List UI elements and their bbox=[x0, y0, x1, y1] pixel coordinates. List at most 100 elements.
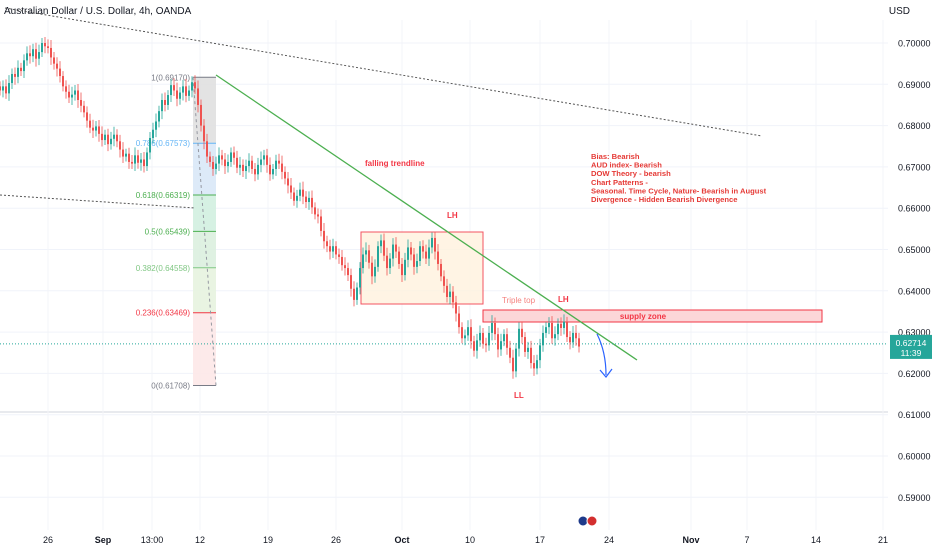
fib-zone bbox=[193, 195, 216, 232]
candle-body bbox=[431, 237, 433, 248]
candle-body bbox=[404, 259, 406, 276]
x-tick-label: 12 bbox=[195, 535, 205, 545]
trendlines[interactable] bbox=[0, 7, 888, 361]
y-tick-label: 0.69000 bbox=[898, 80, 931, 90]
time-axis[interactable]: 26 Sep 13:00 12 19 26 Oct 10 17 24 Nov 7 14 21 bbox=[43, 515, 888, 545]
candle-body bbox=[485, 343, 487, 346]
fib-level-label: 1(0.69170) bbox=[151, 73, 190, 82]
last-price-badge[interactable] bbox=[890, 334, 932, 359]
candle-body bbox=[479, 332, 481, 341]
price-axis[interactable]: 0.70000 0.69000 0.68000 0.67000 0.66000 0.650… bbox=[890, 39, 932, 503]
candle-body bbox=[44, 43, 46, 47]
candle-body bbox=[500, 341, 502, 350]
candle-body bbox=[209, 156, 211, 162]
candle-body bbox=[269, 164, 271, 175]
candle-body bbox=[518, 328, 520, 349]
candle-body bbox=[470, 327, 472, 342]
fib-zone bbox=[193, 312, 216, 386]
candle-body bbox=[302, 189, 304, 197]
chart-annotations: falling trendline LH LH LL Triple top Bias: B… bbox=[365, 152, 767, 400]
candle-body bbox=[536, 360, 538, 369]
fib-zone bbox=[193, 143, 216, 196]
candle-body bbox=[524, 337, 526, 352]
us-flag-icon[interactable] bbox=[586, 515, 598, 527]
y-tick-label: 0.59000 bbox=[898, 493, 931, 503]
x-tick-label: 10 bbox=[465, 535, 475, 545]
candle-body bbox=[386, 255, 388, 269]
candle-body bbox=[428, 247, 430, 259]
candle-body bbox=[509, 347, 511, 358]
candle-body bbox=[41, 43, 43, 53]
x-tick-label: 21 bbox=[878, 535, 888, 545]
candle-body bbox=[74, 90, 76, 95]
y-tick-label: 0.63000 bbox=[898, 328, 931, 338]
candle-body bbox=[122, 149, 124, 157]
y-tick-label: 0.68000 bbox=[898, 121, 931, 131]
candle-body bbox=[2, 86, 4, 91]
candle-body bbox=[47, 46, 49, 48]
candle-body bbox=[77, 90, 79, 100]
candle-body bbox=[113, 134, 115, 139]
candle-body bbox=[128, 153, 130, 162]
candle-body bbox=[0, 86, 1, 91]
candle-body bbox=[371, 262, 373, 277]
candle-body bbox=[347, 268, 349, 276]
candle-body bbox=[362, 254, 364, 269]
candle-body bbox=[215, 163, 217, 169]
projection-arrow-head bbox=[599, 368, 613, 378]
candle-body bbox=[260, 159, 262, 165]
last-price-value: 0.62714 bbox=[896, 338, 927, 348]
candle-body bbox=[65, 86, 67, 92]
y-tick-label: 0.61000 bbox=[898, 410, 931, 420]
y-tick-label: 0.62000 bbox=[898, 369, 931, 379]
candle-body bbox=[344, 265, 346, 269]
candle-body bbox=[170, 85, 172, 96]
candlesticks bbox=[0, 37, 580, 379]
candle-body bbox=[290, 185, 292, 193]
candle-body bbox=[542, 332, 544, 346]
candle-body bbox=[26, 53, 28, 61]
candle-body bbox=[398, 251, 400, 264]
candle-body bbox=[11, 73, 13, 84]
candle-body bbox=[329, 246, 331, 252]
x-tick-label: Oct bbox=[394, 535, 409, 545]
candle-body bbox=[176, 90, 178, 99]
candle-body bbox=[152, 129, 154, 138]
candle-body bbox=[149, 137, 151, 153]
analysis-note-line: Seasonal. Time Cycle, Nature- Bearish in… bbox=[591, 186, 767, 195]
candle-body bbox=[296, 195, 298, 201]
candle-body bbox=[335, 246, 337, 255]
lower-dotted-trendline bbox=[0, 194, 196, 209]
y-tick-label: 0.64000 bbox=[898, 286, 931, 296]
candle-body bbox=[560, 323, 562, 328]
candle-body bbox=[314, 207, 316, 215]
candle-body bbox=[350, 275, 352, 289]
candle-body bbox=[230, 152, 232, 162]
candle-body bbox=[254, 168, 256, 175]
candle-body bbox=[467, 327, 469, 336]
projection-arrow bbox=[596, 333, 607, 376]
candle-body bbox=[83, 105, 85, 113]
candle-body bbox=[446, 285, 448, 297]
y-tick-label: 0.60000 bbox=[898, 452, 931, 462]
candle-body bbox=[545, 327, 547, 333]
candle-body bbox=[389, 258, 391, 269]
candle-body bbox=[359, 268, 361, 288]
candle-body bbox=[554, 334, 556, 339]
falling-trendline-label: falling trendline bbox=[365, 159, 425, 168]
candle-body bbox=[245, 166, 247, 172]
candle-body bbox=[203, 125, 205, 142]
candle-body bbox=[131, 161, 133, 164]
y-tick-label: 0.67000 bbox=[898, 162, 931, 172]
chart-zones[interactable]: supply zone bbox=[360, 231, 823, 323]
candle-body bbox=[167, 95, 169, 105]
candle-body bbox=[365, 250, 367, 255]
candle-body bbox=[284, 171, 286, 179]
candle-body bbox=[137, 155, 139, 163]
candle-body bbox=[377, 246, 379, 267]
candle-body bbox=[281, 163, 283, 172]
candle-body bbox=[494, 323, 496, 335]
candle-body bbox=[305, 196, 307, 203]
candle-body bbox=[569, 337, 571, 343]
